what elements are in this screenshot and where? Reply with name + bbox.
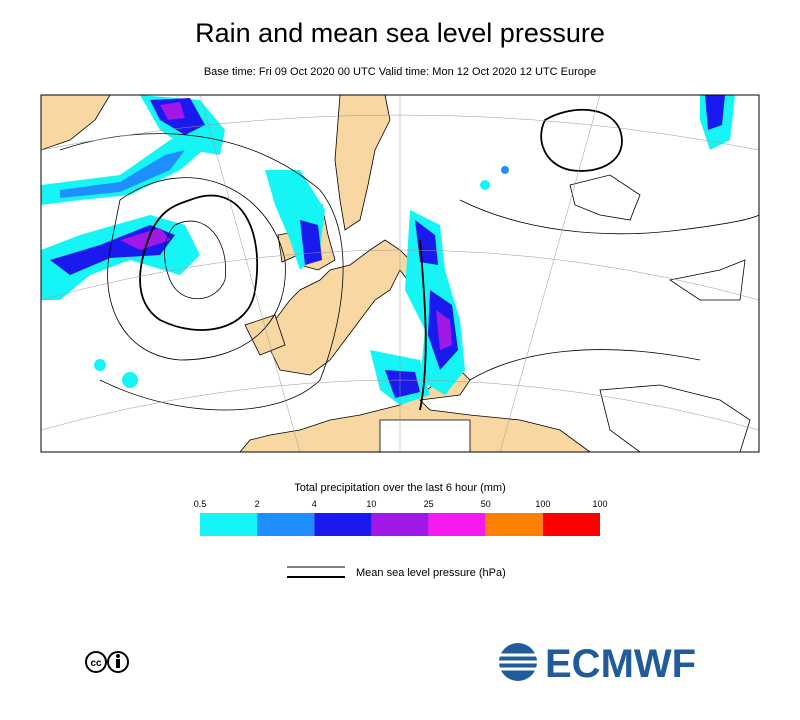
rain	[41, 95, 735, 405]
colorbar: 0.5 2 4 10 25 50 100 100	[194, 499, 608, 536]
subtitle: Base time: Fri 09 Oct 2020 00 UTC Valid …	[203, 66, 597, 78]
color-label: 50	[481, 499, 491, 509]
color-box	[371, 513, 429, 536]
map	[41, 95, 759, 452]
legend-title: Total precipitation over the last 6 hour…	[294, 482, 506, 494]
color-box	[200, 513, 258, 536]
color-label: 25	[424, 499, 434, 509]
color-box	[257, 513, 315, 536]
isobars	[59, 108, 759, 411]
svg-text:cc: cc	[90, 658, 102, 669]
logo-text: ECMWF	[545, 642, 696, 686]
color-label: 2	[255, 499, 260, 509]
map-frame	[40, 94, 760, 453]
color-label: 10	[366, 499, 376, 509]
color-label: 100	[535, 499, 550, 509]
color-label: 0.5	[194, 499, 207, 509]
color-box	[314, 513, 372, 536]
ecmwf-logo: ECMWF	[499, 642, 696, 686]
color-box	[542, 513, 600, 536]
color-box	[485, 513, 543, 536]
title: Rain and mean sea level pressure	[195, 18, 605, 48]
color-label: 100	[592, 499, 607, 509]
graticule	[41, 95, 759, 452]
cc-icon: cc	[85, 651, 129, 673]
color-box	[428, 513, 486, 536]
color-label: 4	[312, 499, 317, 509]
pressure-legend-label: Mean sea level pressure (hPa)	[356, 567, 506, 579]
